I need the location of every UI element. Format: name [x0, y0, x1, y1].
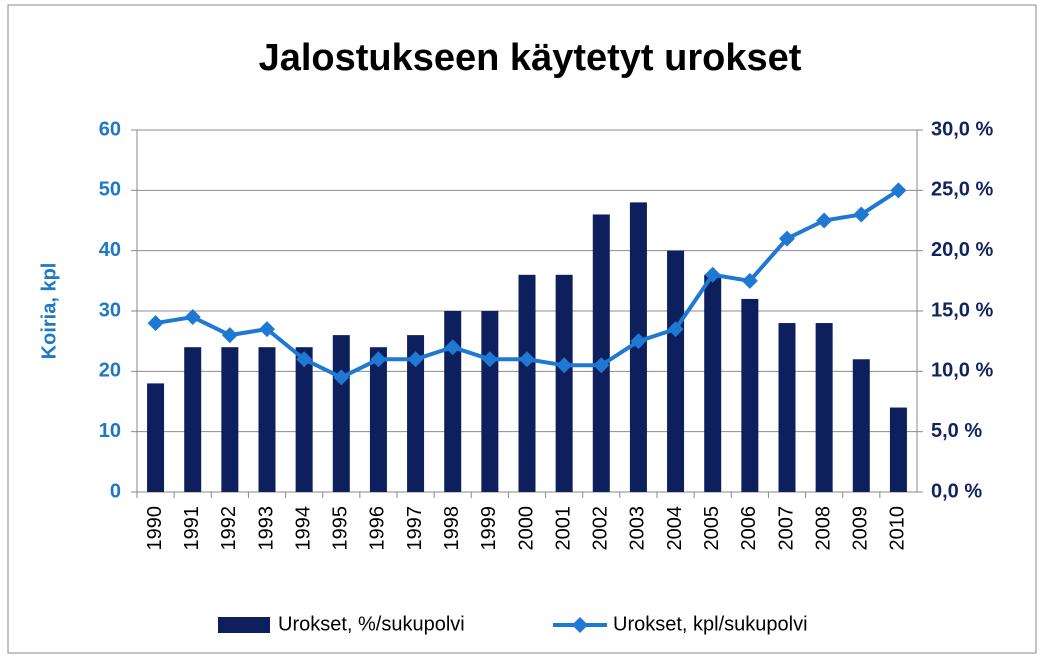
- bar: [332, 335, 350, 492]
- y2-tick-label: 5,0 %: [931, 420, 982, 442]
- line-marker: [593, 357, 610, 374]
- x-tick-label: 2010: [887, 506, 909, 551]
- line-marker: [370, 351, 387, 368]
- line-marker: [444, 339, 461, 356]
- line-marker: [816, 212, 833, 229]
- y2-tick-label: 0,0 %: [931, 480, 982, 502]
- bar: [444, 311, 462, 492]
- line-marker: [630, 333, 647, 350]
- y-tick-label: 20: [99, 360, 121, 382]
- line-marker: [333, 369, 350, 386]
- bar: [889, 407, 907, 492]
- line-marker: [259, 321, 275, 338]
- line-marker: [556, 357, 573, 374]
- y2-tick-label: 25,0 %: [931, 179, 993, 201]
- bar: [481, 311, 499, 492]
- x-tick-label: 2009: [850, 506, 872, 551]
- x-tick-label: 2008: [812, 506, 834, 551]
- y2-tick-label: 30,0 %: [931, 118, 993, 140]
- bar: [184, 347, 202, 492]
- y-axis-label: Koiria, kpl: [38, 263, 60, 360]
- x-tick-label: 1998: [441, 506, 463, 551]
- x-tick-label: 1990: [144, 506, 166, 551]
- line-marker: [184, 309, 201, 326]
- x-tick-label: 2006: [738, 506, 760, 551]
- line-marker: [890, 182, 907, 199]
- y-tick-label: 40: [99, 239, 121, 261]
- y-tick-label: 30: [99, 299, 121, 321]
- y2-tick-label: 20,0 %: [931, 239, 993, 261]
- bar: [667, 250, 685, 492]
- line-marker: [221, 327, 238, 344]
- line-marker: [853, 206, 870, 223]
- y-tick-label: 10: [99, 420, 121, 442]
- x-tick-label: 2004: [664, 506, 686, 551]
- line-marker: [741, 272, 758, 289]
- x-tick-label: 2005: [701, 506, 723, 551]
- bar: [852, 359, 870, 492]
- line-marker: [704, 266, 721, 283]
- x-tick-label: 1992: [218, 506, 240, 551]
- line-marker: [667, 321, 684, 338]
- y2-tick-label: 15,0 %: [931, 299, 993, 321]
- x-tick-label: 1995: [330, 506, 352, 551]
- x-tick-label: 1993: [255, 506, 277, 551]
- bar: [518, 274, 536, 492]
- legend-label: Urokset, kpl/sukupolvi: [613, 613, 808, 635]
- x-tick-label: 2001: [552, 506, 574, 551]
- legend-label: Urokset, %/sukupolvi: [278, 613, 465, 635]
- x-tick-label: 2002: [590, 506, 612, 551]
- chart-title: Jalostukseen käytetyt urokset: [259, 37, 802, 79]
- x-tick-label: 2007: [775, 506, 797, 551]
- bar: [147, 383, 165, 492]
- line-marker: [779, 230, 795, 247]
- line-marker: [296, 351, 313, 368]
- bar: [295, 347, 313, 492]
- bar: [369, 347, 387, 492]
- bar: [778, 323, 796, 492]
- line-marker: [519, 351, 535, 368]
- bar: [407, 335, 425, 492]
- y-tick-label: 60: [99, 118, 121, 140]
- x-tick-label: 1999: [478, 506, 500, 550]
- x-tick-label: 1994: [292, 506, 314, 551]
- line-marker: [407, 351, 424, 368]
- bar: [704, 274, 722, 492]
- y2-tick-label: 10,0 %: [931, 360, 993, 382]
- line-marker: [481, 351, 498, 368]
- bar: [592, 214, 610, 492]
- x-tick-label: 1991: [181, 506, 203, 551]
- bar: [221, 347, 239, 492]
- bar: [555, 274, 573, 492]
- line-marker: [147, 315, 164, 332]
- y-tick-label: 0: [110, 480, 121, 502]
- bar: [741, 298, 759, 492]
- bar: [815, 323, 833, 492]
- x-tick-label: 1997: [404, 506, 426, 551]
- x-tick-label: 1996: [367, 506, 389, 551]
- x-tick-label: 2003: [627, 506, 649, 551]
- bar: [258, 347, 276, 492]
- x-tick-label: 2000: [515, 506, 537, 551]
- legend-marker: [572, 617, 588, 633]
- y-tick-label: 50: [99, 179, 121, 201]
- legend-swatch: [218, 617, 270, 633]
